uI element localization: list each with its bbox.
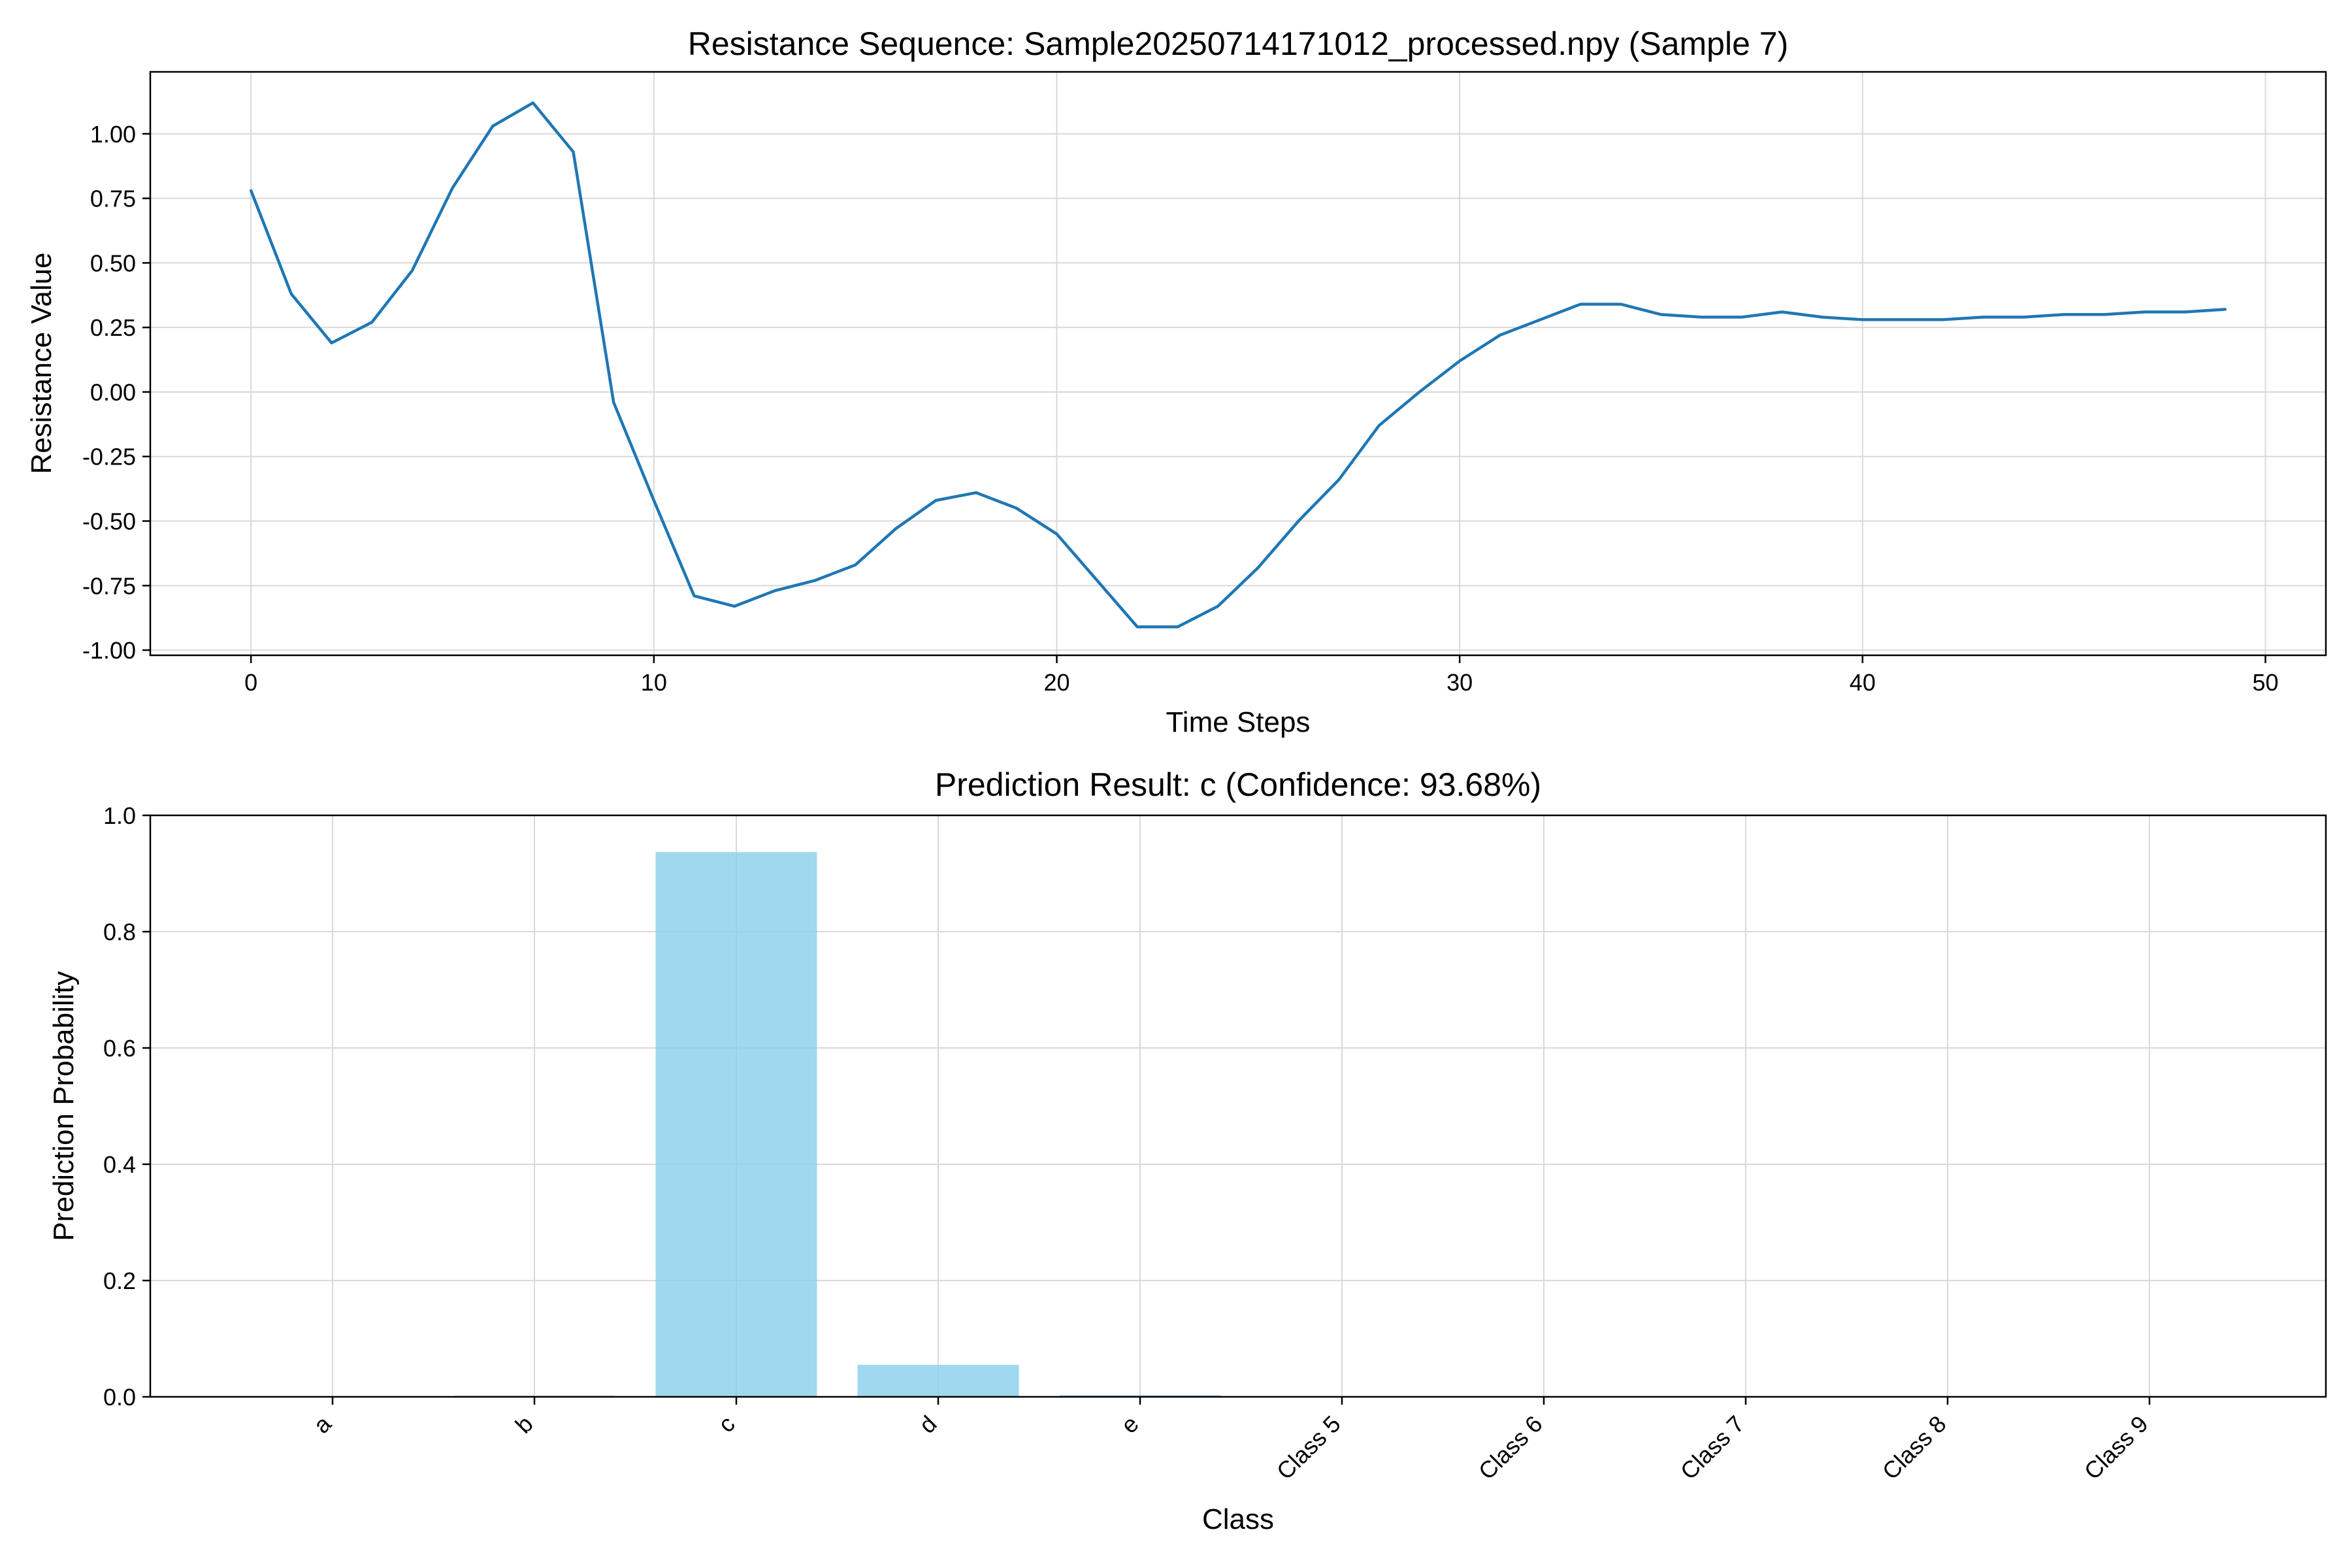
bar-x-tick-label: a <box>308 1410 337 1439</box>
line-chart-frame <box>149 71 2327 657</box>
line-chart-grid <box>150 72 2326 655</box>
line-y-tick-label: 0.00 <box>90 379 136 406</box>
bar-y-tick-label: 0.2 <box>103 1267 136 1294</box>
line-y-tick-label: -0.50 <box>82 508 136 535</box>
bar-2 <box>655 852 817 1397</box>
bar-chart-y-label: Prediction Probability <box>48 971 80 1241</box>
bar-x-tick-label: c <box>713 1411 740 1438</box>
bar-chart-frame <box>149 814 2327 1398</box>
line-x-tick-label: 0 <box>244 669 257 696</box>
line-x-tick-label: 50 <box>2252 669 2278 696</box>
line-y-tick-label: -1.00 <box>82 637 136 664</box>
bar-y-tick-label: 0.4 <box>103 1151 136 1178</box>
line-chart-series <box>249 101 2227 629</box>
bar-y-tick-label: 0.8 <box>103 919 136 945</box>
bar-y-tick-label: 1.0 <box>103 802 136 829</box>
line-chart-x-label: Time Steps <box>1166 706 1311 738</box>
bar-chart-y-ticks: 0.0 0.2 0.4 0.6 0.8 1.0 <box>103 802 150 1411</box>
bar-x-tick-label: Class 9 <box>2079 1411 2153 1485</box>
line-y-tick-label: 0.50 <box>90 250 136 276</box>
line-x-tick-label: 40 <box>1850 669 1876 696</box>
line-chart-x-ticks: 0 10 20 30 40 50 <box>244 655 2279 696</box>
bar-chart-x-ticks: a b c d e Class 5 Class 6 Class 7 Class 8 Class 9 <box>308 1397 2153 1485</box>
bar-y-tick-label: 0.6 <box>103 1035 136 1062</box>
line-y-tick-label: 0.25 <box>90 314 136 341</box>
bar-x-tick-label: Class 7 <box>1675 1411 1750 1485</box>
bar-chart-bars <box>453 852 1221 1397</box>
resistance-line-chart: Resistance Sequence: Sample2025071417101… <box>25 25 2327 738</box>
line-chart-y-label: Resistance Value <box>25 252 57 474</box>
bar-4 <box>1059 1395 1221 1397</box>
bar-x-tick-label: Class 8 <box>1877 1411 1952 1485</box>
line-x-tick-label: 10 <box>641 669 667 696</box>
line-chart-title: Resistance Sequence: Sample2025071417101… <box>688 25 1788 62</box>
resistance-series-line <box>249 101 2227 629</box>
bar-x-tick-label: d <box>914 1411 942 1439</box>
line-x-tick-label: 20 <box>1043 669 1070 696</box>
bar-y-tick-label: 0.0 <box>103 1384 136 1411</box>
line-chart-y-ticks: -1.00 -0.75 -0.50 -0.25 0.00 0.25 0.50 0.75 1.00 <box>82 121 150 664</box>
bar-3 <box>857 1365 1019 1397</box>
bar-x-tick-label: b <box>510 1411 538 1439</box>
line-y-tick-label: -0.75 <box>82 572 136 599</box>
line-y-tick-label: -0.25 <box>82 444 136 470</box>
line-x-tick-label: 30 <box>1446 669 1473 696</box>
line-y-tick-label: 1.00 <box>90 121 136 148</box>
bar-x-tick-label: e <box>1116 1411 1144 1439</box>
line-y-tick-label: 0.75 <box>90 186 136 212</box>
bar-chart-x-label: Class <box>1202 1503 1274 1535</box>
bar-x-tick-label: Class 5 <box>1271 1411 1346 1485</box>
bar-chart-grid <box>150 815 2326 1397</box>
bar-chart-title: Prediction Result: c (Confidence: 93.68%… <box>935 766 1541 803</box>
prediction-bar-chart: Prediction Result: c (Confidence: 93.68%… <box>48 766 2327 1535</box>
bar-x-tick-label: Class 6 <box>1473 1411 1548 1485</box>
